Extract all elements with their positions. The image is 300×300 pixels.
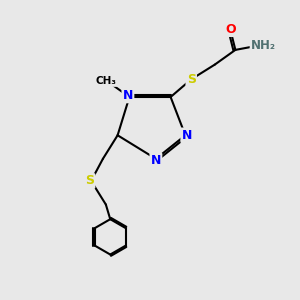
Text: S: S — [187, 73, 196, 86]
Text: S: S — [85, 174, 94, 188]
Text: N: N — [182, 129, 192, 142]
Text: N: N — [151, 154, 161, 167]
Text: N: N — [123, 89, 133, 102]
Text: CH₃: CH₃ — [95, 76, 116, 86]
Text: O: O — [226, 23, 236, 36]
Text: NH₂: NH₂ — [251, 39, 276, 52]
